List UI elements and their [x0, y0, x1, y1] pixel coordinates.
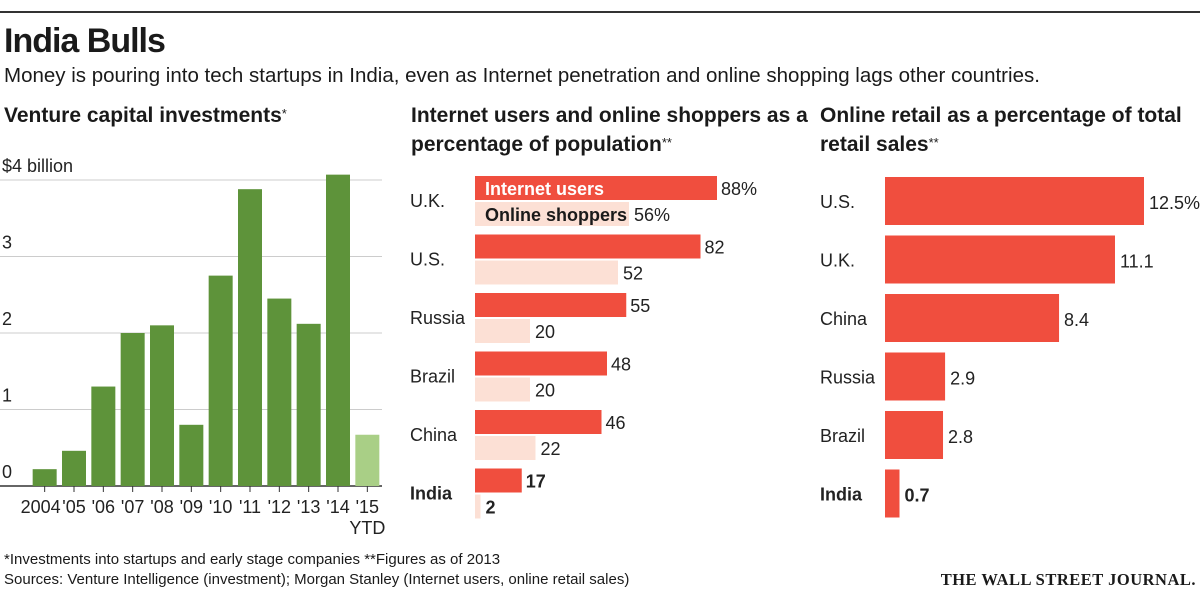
vc-bar [62, 450, 86, 486]
vc-bar [296, 323, 321, 486]
footnote: *Investments into startups and early sta… [4, 551, 501, 568]
retail-category-label: U.K. [820, 251, 855, 271]
vc-xtick-label: '12 [268, 497, 291, 517]
online-shoppers-value: 56% [634, 205, 670, 225]
vc-xtick-label: '09 [180, 497, 203, 517]
retail-category-label: U.S. [820, 192, 855, 212]
vc-ytick-label: 0 [2, 462, 12, 482]
wsj-logo: THE WALL STREET JOURNAL. [940, 570, 1196, 589]
retail-category-label: Russia [820, 368, 876, 388]
vc-bar [91, 386, 116, 486]
vc-xtick-label: '08 [150, 497, 173, 517]
legend-online-shoppers: Online shoppers [485, 205, 627, 225]
internet-category-label: Brazil [410, 367, 455, 387]
vc-xtick-label: '14 [326, 497, 349, 517]
vc-bar [267, 298, 292, 486]
retail-value-label: 2.9 [950, 369, 975, 389]
vc-ytick-label: $4 billion [2, 156, 73, 176]
online-shoppers-value: 22 [541, 439, 561, 459]
internet-users-bar [475, 293, 627, 317]
vc-bar [150, 325, 174, 486]
internet-users-bar [475, 234, 701, 259]
vc-xtick-label: '07 [121, 497, 144, 517]
vc-panel-title-mark: * [281, 106, 287, 121]
internet-users-bar [475, 176, 717, 200]
internet-category-label: U.S. [410, 250, 445, 270]
vc-xtick-label: '15 [356, 497, 379, 517]
internet-category-label: India [410, 484, 453, 504]
online-shoppers-bar [475, 494, 481, 519]
vc-bar [326, 174, 350, 486]
top-rule [0, 11, 1200, 13]
internet-users-value: 17 [526, 472, 546, 492]
vc-chart: 0 1 2 3 $4 billion 2004'05 '06 '07 '08 '09 '10 '11 '… [0, 156, 385, 538]
internet-users-bar [475, 410, 602, 434]
internet-users-value: 48 [611, 355, 631, 375]
retail-category-label: China [820, 309, 868, 329]
retail-value-label: 8.4 [1064, 310, 1089, 330]
vc-bar [208, 275, 233, 486]
online-shoppers-value: 52 [623, 264, 643, 284]
retail-bar [885, 294, 1060, 342]
online-shoppers-bar [475, 377, 530, 402]
vc-xtick-label: '10 [209, 497, 232, 517]
online-shoppers-bar [475, 202, 629, 226]
retail-bar [885, 352, 946, 401]
retail-bar [885, 177, 1144, 225]
retail-value-label: 0.7 [905, 486, 930, 506]
online-shoppers-bar [475, 260, 618, 285]
chart-subtitle: Money is pouring into tech startups in I… [4, 64, 1040, 87]
vc-bar [238, 189, 262, 486]
internet-category-label: U.K. [410, 191, 445, 211]
internet-chart: U.K. 88% 56% Internet users Online shoppers U… [410, 176, 757, 519]
vc-xtick-label: '11 [239, 497, 261, 517]
retail-panel-title-text: Online retail as a percentage of total r… [820, 104, 1182, 156]
online-shoppers-bar [475, 319, 530, 343]
vc-bar [179, 424, 204, 486]
internet-users-value: 82 [705, 238, 725, 258]
internet-users-bar [475, 351, 607, 376]
internet-users-value: 46 [606, 413, 626, 433]
vc-bar [355, 434, 380, 486]
retail-panel-title: Online retail as a percentage of total r… [820, 101, 1200, 159]
internet-panel-title: Internet users and online shoppers as a … [411, 101, 811, 159]
retail-chart: U.S. 12.5% U.K. 11.1 China 8.4 Russia 2.9 Brazil… [820, 177, 1200, 518]
vc-bar [32, 469, 57, 486]
chart-title: India Bulls [4, 22, 166, 60]
retail-value-label: 11.1 [1120, 252, 1154, 272]
internet-users-value: 55 [630, 296, 650, 316]
retail-bar [885, 411, 944, 459]
internet-category-label: China [410, 425, 458, 445]
retail-bar [885, 235, 1115, 284]
online-shoppers-value: 20 [535, 381, 555, 401]
vc-ytick-label: 1 [2, 386, 12, 406]
vc-xtick-label: 2004 [21, 497, 61, 517]
retail-panel-title-mark: ** [928, 135, 939, 150]
vc-bar [120, 333, 145, 486]
internet-users-value: 88% [721, 179, 757, 199]
retail-value-label: 2.8 [948, 427, 973, 447]
retail-bar [885, 469, 900, 518]
legend-internet-users: Internet users [485, 179, 604, 199]
retail-category-label: Brazil [820, 426, 865, 446]
internet-panel-title-mark: ** [661, 135, 672, 150]
internet-panel-title-text: Internet users and online shoppers as a … [411, 104, 808, 156]
online-shoppers-value: 2 [486, 498, 496, 518]
online-shoppers-bar [475, 436, 536, 460]
vc-ytick-label: 3 [2, 233, 12, 253]
internet-category-label: Russia [410, 308, 466, 328]
vc-ytick-label: 2 [2, 309, 12, 329]
online-shoppers-value: 20 [535, 322, 555, 342]
vc-ytd-label: YTD [349, 518, 385, 538]
vc-panel-title: Venture capital investments* [4, 101, 384, 130]
vc-xtick-label: '13 [297, 497, 320, 517]
retail-category-label: India [820, 485, 863, 505]
sources: Sources: Venture Intelligence (investmen… [4, 571, 630, 588]
vc-panel-title-text: Venture capital investments [4, 104, 282, 127]
retail-value-label: 12.5% [1149, 193, 1200, 213]
internet-users-bar [475, 468, 522, 493]
vc-xtick-label: '06 [92, 497, 115, 517]
vc-xtick-label: '05 [62, 497, 85, 517]
